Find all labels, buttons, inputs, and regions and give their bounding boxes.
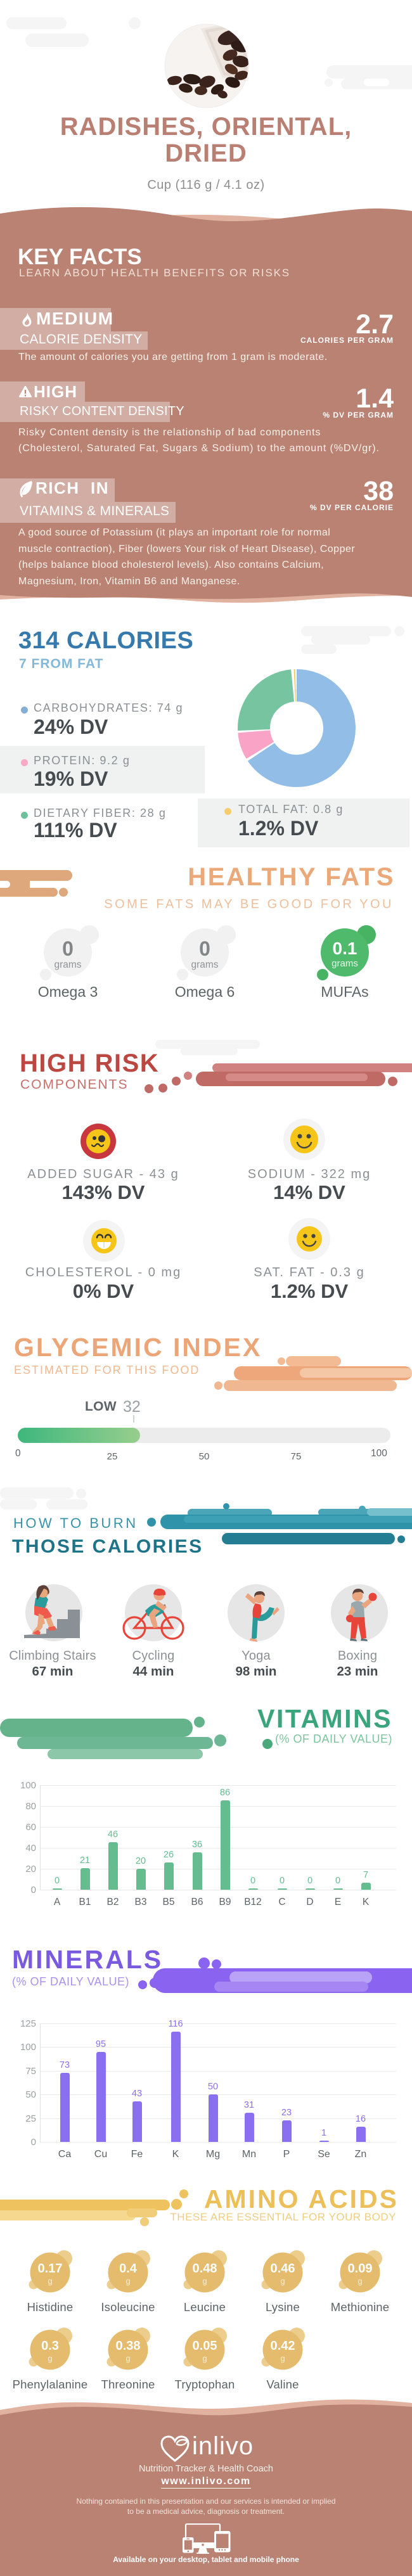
svg-text:0.48: 0.48 xyxy=(193,2262,217,2276)
svg-text:0.46: 0.46 xyxy=(271,2262,295,2276)
svg-text:0: 0 xyxy=(199,937,210,960)
svg-text:g: g xyxy=(126,2276,130,2286)
svg-text:grams: grams xyxy=(54,959,81,970)
svg-text:g: g xyxy=(357,2276,362,2286)
svg-text:0.1: 0.1 xyxy=(333,939,357,958)
svg-text:g: g xyxy=(126,2354,130,2363)
svg-text:g: g xyxy=(202,2354,207,2363)
svg-text:g: g xyxy=(280,2276,285,2286)
svg-text:0.05: 0.05 xyxy=(193,2339,217,2353)
svg-text:grams: grams xyxy=(191,959,218,970)
svg-text:g: g xyxy=(48,2276,52,2286)
svg-text:g: g xyxy=(202,2276,207,2286)
svg-text:0.3: 0.3 xyxy=(41,2339,59,2353)
svg-text:g: g xyxy=(48,2354,52,2363)
svg-text:0.17: 0.17 xyxy=(38,2262,63,2276)
svg-text:0.4: 0.4 xyxy=(119,2262,138,2276)
svg-text:0.42: 0.42 xyxy=(271,2339,295,2353)
svg-text:0.09: 0.09 xyxy=(348,2262,373,2276)
svg-text:0.38: 0.38 xyxy=(116,2339,141,2353)
svg-text:g: g xyxy=(280,2354,285,2363)
svg-text:0: 0 xyxy=(62,937,74,960)
svg-text:grams: grams xyxy=(332,958,358,969)
